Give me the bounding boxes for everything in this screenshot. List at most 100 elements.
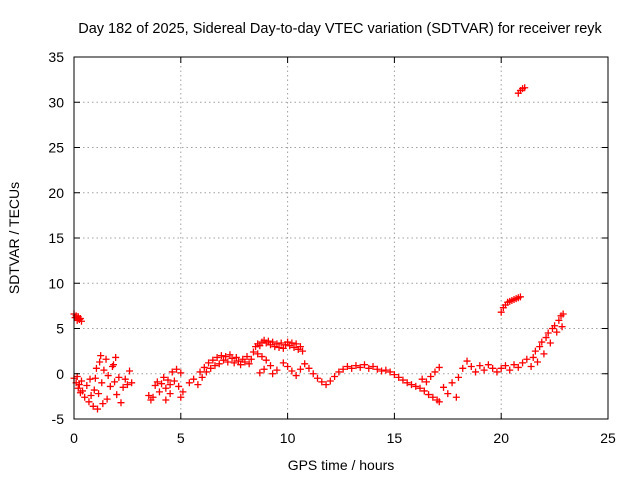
data-point xyxy=(480,366,488,374)
data-point xyxy=(546,339,554,347)
data-point xyxy=(74,384,82,392)
data-point xyxy=(296,365,304,373)
x-tick-label: 20 xyxy=(493,430,509,446)
data-point xyxy=(98,379,106,387)
data-point xyxy=(501,362,509,370)
data-point xyxy=(382,366,390,374)
data-point xyxy=(177,393,185,401)
data-point xyxy=(448,379,456,387)
data-point xyxy=(322,381,330,389)
data-point xyxy=(241,358,249,366)
data-point xyxy=(435,398,443,406)
data-point xyxy=(194,381,202,389)
data-point xyxy=(173,365,181,373)
data-point xyxy=(534,358,542,366)
data-point xyxy=(435,363,443,371)
data-point xyxy=(452,393,460,401)
data-point xyxy=(559,310,567,318)
data-point xyxy=(314,374,322,382)
data-point xyxy=(77,377,85,385)
data-point xyxy=(288,339,296,347)
x-tick-label: 15 xyxy=(387,430,403,446)
data-point xyxy=(209,356,217,364)
data-point xyxy=(262,356,270,364)
data-point xyxy=(288,367,296,375)
data-point xyxy=(99,400,107,408)
y-tick-label: 15 xyxy=(48,230,64,246)
data-point xyxy=(454,373,462,381)
y-tick-label: 30 xyxy=(48,94,64,110)
data-point xyxy=(510,361,518,369)
data-point xyxy=(162,396,170,404)
data-point xyxy=(489,364,497,372)
data-point xyxy=(111,378,119,386)
data-point xyxy=(158,380,166,388)
data-point xyxy=(249,348,257,356)
x-tick-label: 5 xyxy=(177,430,185,446)
data-point xyxy=(97,352,105,360)
x-tick-label: 25 xyxy=(600,430,616,446)
data-point xyxy=(87,391,95,399)
data-point xyxy=(299,347,307,355)
data-point xyxy=(399,376,407,384)
data-point xyxy=(431,368,439,376)
chart-title: Day 182 of 2025, Sidereal Day-to-day VTE… xyxy=(78,21,602,37)
axis-ticks xyxy=(73,56,609,420)
data-point xyxy=(155,388,163,396)
data-point xyxy=(558,323,566,331)
data-point xyxy=(177,369,185,377)
data-point xyxy=(275,344,283,352)
y-tick-label: 25 xyxy=(48,140,64,156)
data-point xyxy=(538,338,546,346)
data-point xyxy=(245,360,253,368)
data-point xyxy=(256,369,264,377)
data-point xyxy=(226,351,234,359)
data-point xyxy=(296,343,304,351)
grid xyxy=(74,57,608,419)
data-point xyxy=(529,353,537,361)
data-point xyxy=(318,378,326,386)
data-point xyxy=(81,393,89,401)
data-point xyxy=(395,373,403,381)
data-point xyxy=(440,383,448,391)
data-point xyxy=(247,355,255,363)
data-point xyxy=(551,322,559,330)
data-point xyxy=(160,373,168,381)
data-point xyxy=(284,338,292,346)
data-point xyxy=(115,373,123,381)
data-point xyxy=(425,391,433,399)
data-point xyxy=(476,362,484,370)
data-point xyxy=(267,362,275,370)
data-point xyxy=(77,317,85,325)
data-point xyxy=(100,366,108,374)
data-point xyxy=(326,377,334,385)
data-point xyxy=(331,372,339,380)
y-tick-label: 20 xyxy=(48,185,64,201)
data-point xyxy=(416,384,424,392)
data-point xyxy=(202,368,210,376)
data-point xyxy=(234,357,242,365)
data-point xyxy=(506,366,514,374)
data-point xyxy=(418,375,426,383)
data-point xyxy=(112,353,120,361)
data-point xyxy=(222,353,230,361)
data-point xyxy=(243,353,251,361)
data-point xyxy=(205,359,213,367)
data-point xyxy=(290,344,298,352)
data-point xyxy=(514,363,522,371)
data-point xyxy=(190,375,198,383)
data-point xyxy=(386,368,394,376)
data-point xyxy=(269,338,277,346)
data-point xyxy=(279,344,287,352)
data-point xyxy=(232,353,240,361)
y-tick-label: -5 xyxy=(52,411,65,427)
data-point xyxy=(166,390,174,398)
data-point xyxy=(427,372,435,380)
data-point xyxy=(284,363,292,371)
data-point xyxy=(85,398,93,406)
data-point xyxy=(92,364,100,372)
data-point xyxy=(553,328,561,336)
y-tick-label: 5 xyxy=(56,321,64,337)
data-point xyxy=(356,363,364,371)
y-tick-labels: -5 0 5 10 15 20 25 30 35 xyxy=(48,49,64,427)
